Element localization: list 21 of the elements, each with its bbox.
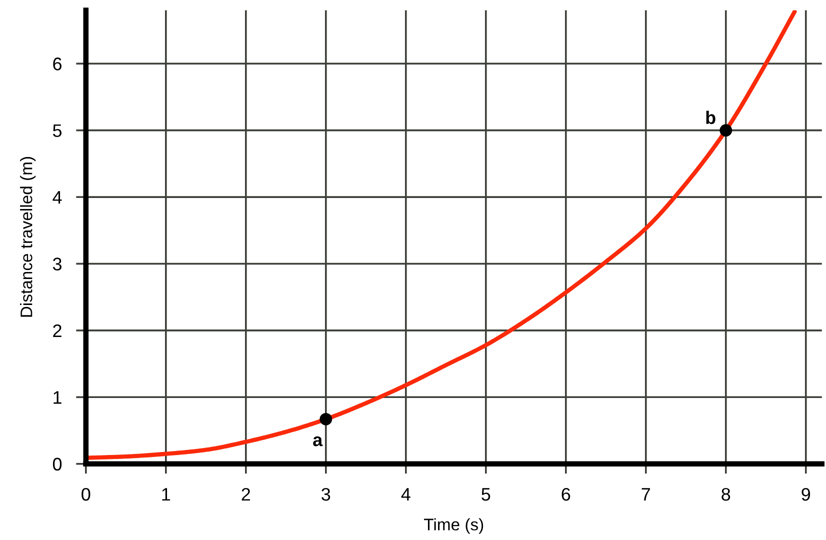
y-tick-label: 3 — [52, 258, 62, 270]
x-tick-label: 8 — [722, 488, 730, 501]
y-tick-label: 0 — [52, 458, 62, 471]
x-tick-label: 4 — [401, 488, 410, 501]
y-tick-label: 2 — [53, 324, 62, 337]
x-tick-label: 7 — [642, 488, 650, 501]
x-tick-label: 2 — [242, 488, 250, 501]
x-tick-label: 9 — [802, 488, 810, 501]
y-tick-label: 5 — [52, 124, 62, 138]
x-tick-label: 3 — [322, 488, 330, 501]
x-tick-label: 5 — [482, 488, 490, 501]
annotation: a — [313, 436, 323, 446]
x-tick-label: 0 — [82, 488, 90, 501]
x-tick-label: 6 — [562, 488, 570, 501]
annotation: b — [706, 110, 716, 124]
y-tick-label: 1 — [54, 391, 62, 404]
x-tick-label: 1 — [162, 488, 170, 501]
y-tick-label: 6 — [53, 58, 62, 70]
x-axis-title: Time (s) — [424, 518, 484, 534]
y-tick-label: 4 — [52, 191, 62, 204]
y-axis-title: Distance travelled (m) — [20, 157, 36, 317]
